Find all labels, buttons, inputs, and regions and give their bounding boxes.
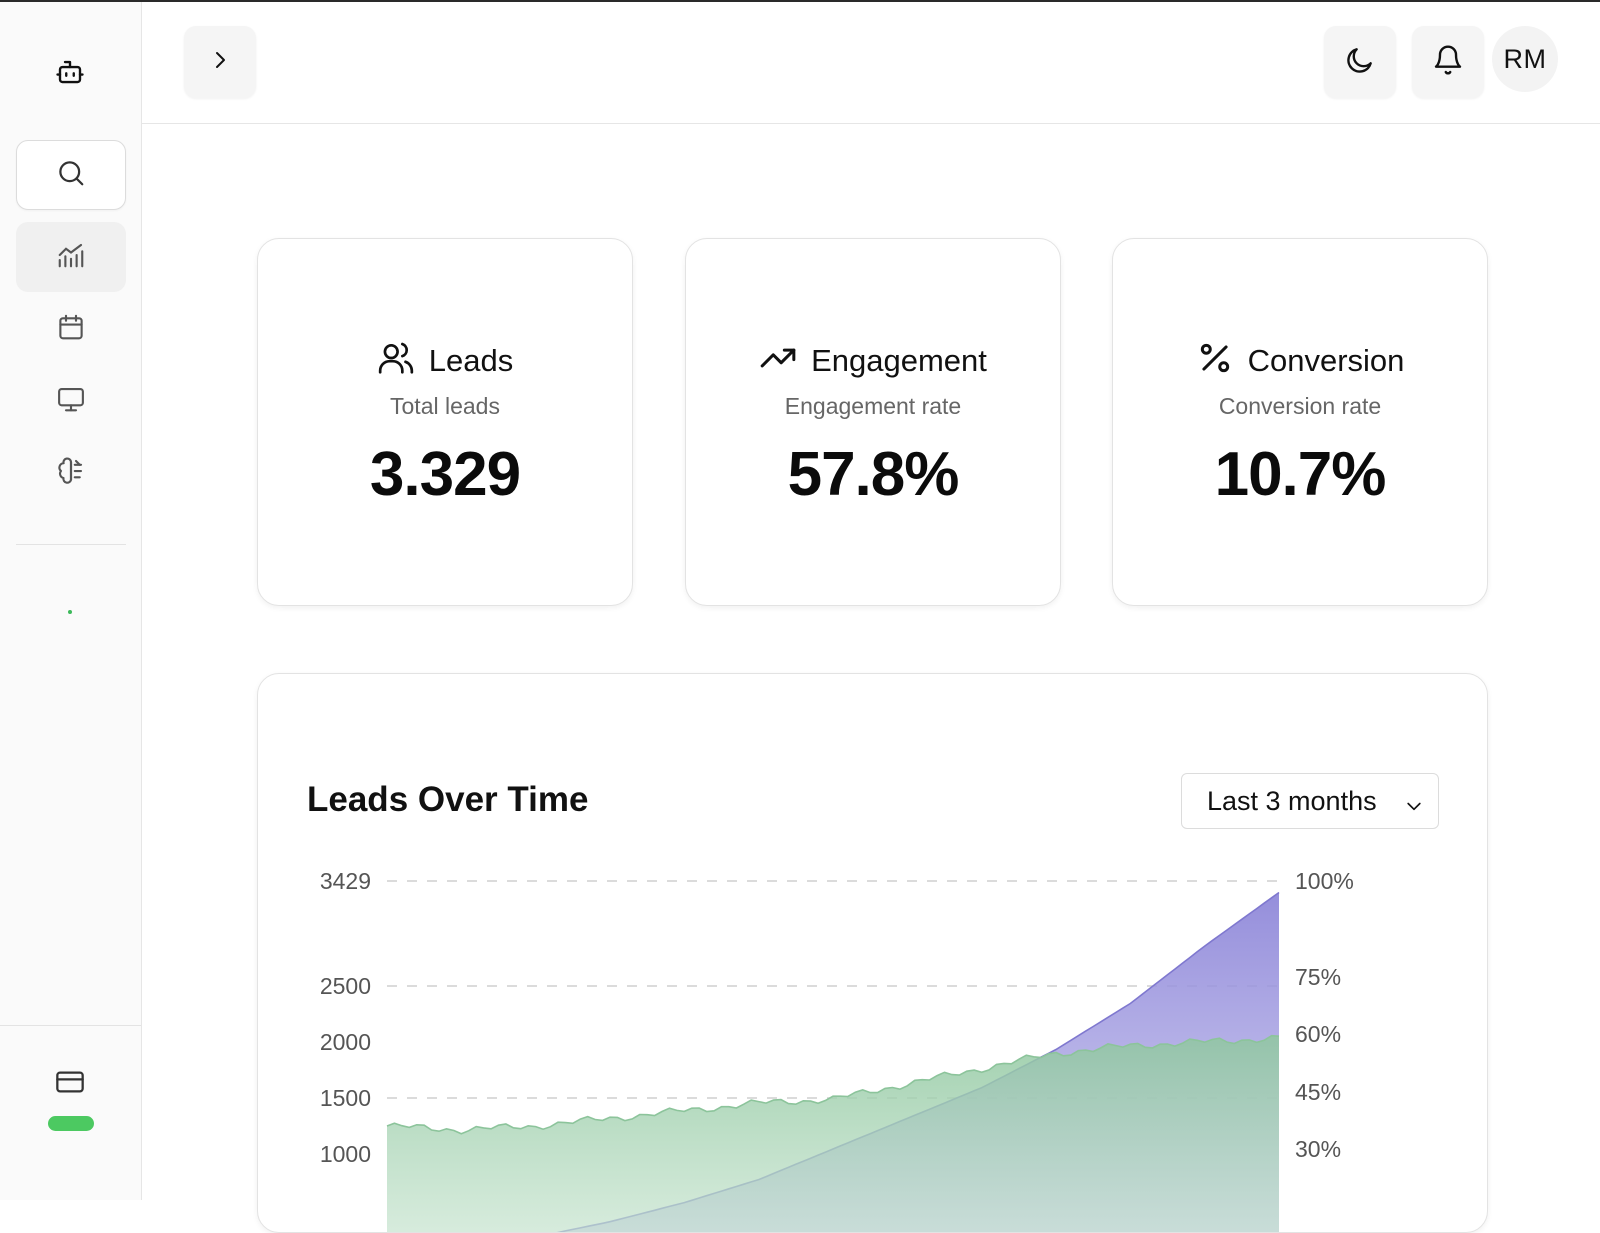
- robot-icon[interactable]: [52, 54, 88, 90]
- sidebar-item-monitor[interactable]: [16, 366, 126, 436]
- search-button[interactable]: [16, 140, 126, 210]
- y-right-tick-label: 30%: [1295, 1136, 1341, 1162]
- sidebar-item-brain[interactable]: [16, 438, 126, 508]
- y-left-tick-label: 1500: [320, 1085, 371, 1111]
- stat-subtitle: Total leads: [390, 393, 500, 419]
- stat-subtitle: Conversion rate: [1218, 393, 1382, 419]
- y-left-tick-label: 3429: [320, 868, 371, 894]
- stat-title: Leads: [428, 342, 514, 378]
- stat-subtitle: Engagement rate: [784, 393, 962, 419]
- stat-title: Conversion: [1247, 342, 1405, 378]
- sidebar-item-billing[interactable]: [52, 1066, 88, 1102]
- y-right-tick-label: 60%: [1295, 1021, 1341, 1047]
- notifications-button[interactable]: [1412, 26, 1484, 98]
- y-right-tick-label: 45%: [1295, 1079, 1341, 1105]
- analytics-chart-icon: [56, 240, 86, 275]
- sidebar-divider: [16, 544, 126, 545]
- stat-value: 10.7%: [1214, 440, 1387, 509]
- chevron-down-icon: [1404, 792, 1424, 823]
- status-dot: [68, 610, 72, 614]
- theme-toggle-button[interactable]: [1324, 26, 1396, 98]
- expand-sidebar-button[interactable]: [184, 26, 256, 98]
- top-bar: RM: [142, 2, 1600, 124]
- trending-up-icon: [759, 339, 797, 382]
- date-range-value: Last 3 months: [1207, 785, 1377, 816]
- brain-icon: [56, 456, 86, 491]
- stat-title: Engagement: [811, 342, 987, 378]
- y-right-tick-label: 100%: [1295, 868, 1354, 894]
- moon-icon: [1344, 44, 1376, 81]
- stat-card-conversion: Conversion Conversion rate 10.7%: [1112, 238, 1488, 606]
- date-range-select[interactable]: Last 3 months: [1181, 773, 1439, 829]
- sidebar-item-analytics[interactable]: [16, 222, 126, 292]
- search-icon: [56, 158, 86, 193]
- sidebar-bottom-divider: [0, 1025, 141, 1026]
- y-left-tick-label: 1000: [320, 1141, 371, 1167]
- calendar-icon: [56, 312, 86, 347]
- stat-value: 3.329: [369, 440, 521, 509]
- status-pill: [48, 1116, 94, 1131]
- credit-card-icon: [54, 1066, 86, 1103]
- leads-chart-card: 3429 2500 2000 1500 1000 100% 75% 60% 45% 30% Lea…: [257, 673, 1488, 1233]
- y-left-tick-label: 2500: [320, 973, 371, 999]
- chevron-right-icon: [208, 48, 232, 77]
- series-area-engagement: [387, 1035, 1279, 1232]
- percent-icon: [1196, 339, 1234, 382]
- avatar[interactable]: RM: [1492, 26, 1558, 92]
- stat-value: 57.8%: [787, 440, 960, 509]
- y-right-tick-label: 75%: [1295, 964, 1341, 990]
- y-left-tick-label: 2000: [320, 1029, 371, 1055]
- series-area-engagement-line: [386, 1034, 1280, 1135]
- chart-title: Leads Over Time: [307, 780, 589, 819]
- users-icon: [377, 339, 415, 382]
- leads-chart: 3429 2500 2000 1500 1000 100% 75% 60% 45% 30%: [320, 868, 1354, 1232]
- window-top-border: [0, 0, 1600, 2]
- sidebar: [0, 2, 142, 1200]
- stat-card-leads: Leads Total leads 3.329: [257, 238, 633, 606]
- bell-icon: [1432, 44, 1464, 81]
- stat-card-engagement: Engagement Engagement rate 57.8%: [685, 238, 1061, 606]
- sidebar-item-calendar[interactable]: [16, 294, 126, 364]
- monitor-icon: [56, 384, 86, 419]
